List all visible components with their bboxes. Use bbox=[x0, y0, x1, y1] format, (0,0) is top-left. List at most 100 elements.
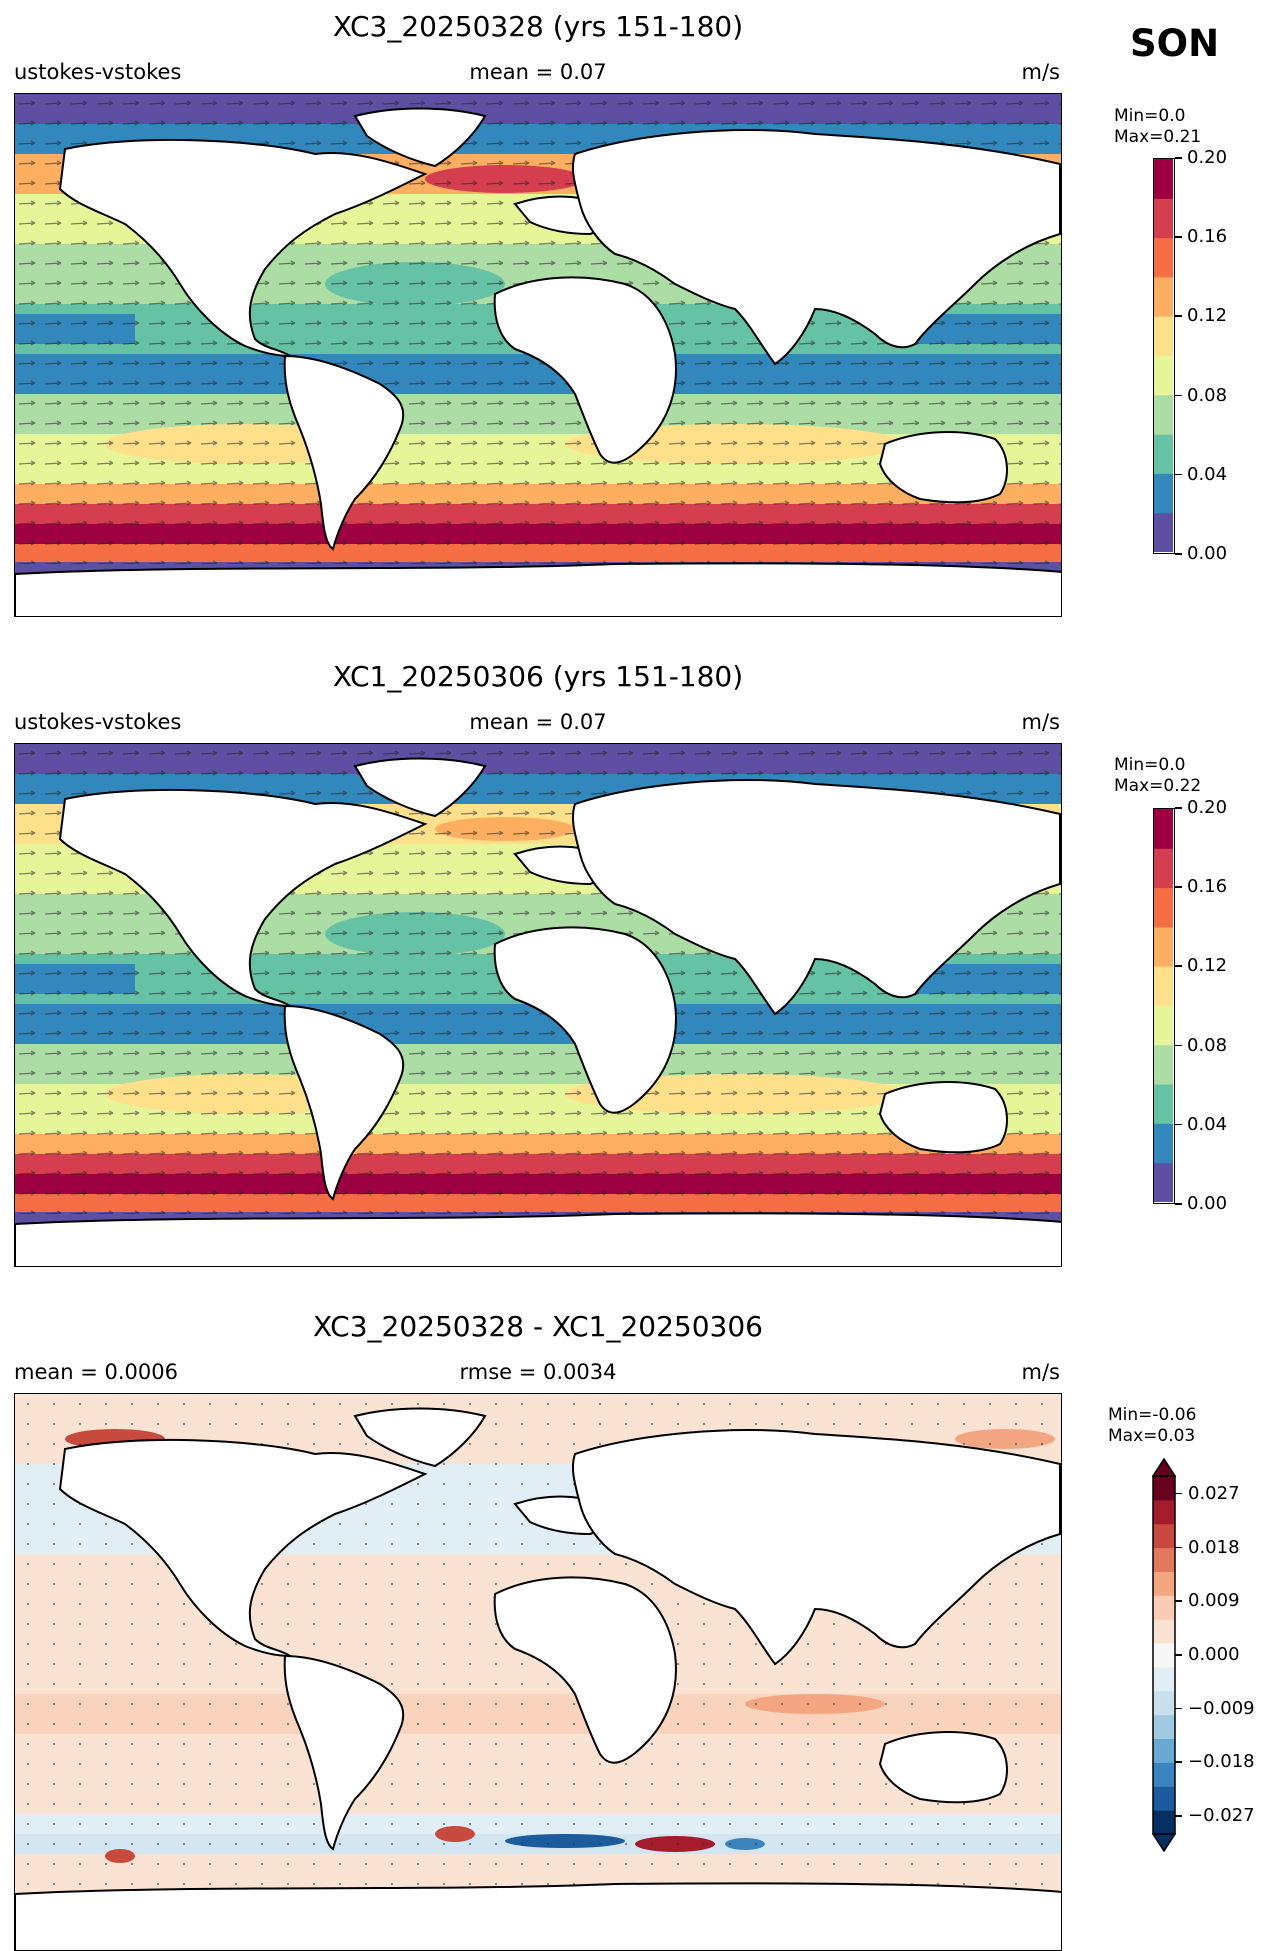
colorbar-tick-mark bbox=[1175, 1654, 1182, 1656]
colorbar-tick-label: −0.018 bbox=[1188, 1751, 1255, 1773]
colorbar-tick-mark bbox=[1175, 1203, 1182, 1205]
colorbar-tick-mark bbox=[1175, 1546, 1182, 1549]
panel-3-mean-label: mean = 0.0006 bbox=[14, 1360, 178, 1384]
panel-1-title: XC3_20250328 (yrs 151-180) bbox=[332, 10, 744, 43]
colorbar-swatch bbox=[1154, 926, 1173, 967]
colorbar-swatch bbox=[1154, 1044, 1173, 1085]
panel-1-units-label: m/s bbox=[1021, 60, 1060, 84]
panel-3-map bbox=[14, 1393, 1062, 1951]
colorbar-swatch bbox=[1153, 1476, 1175, 1501]
colorbar-swatch bbox=[1153, 1547, 1175, 1572]
colorbar-tick-label: 0.00 bbox=[1187, 1193, 1228, 1214]
colorbar-tick-mark bbox=[1175, 236, 1182, 238]
colorbar-swatch bbox=[1153, 1643, 1175, 1668]
colorbar-tick-label: 0.00 bbox=[1187, 543, 1228, 564]
colorbar-swatch bbox=[1154, 394, 1173, 435]
panel-1-colorbar-ticks: 0.00 0.04 0.08 0.12 0.16 0.20 bbox=[1175, 147, 1275, 564]
colorbar-swatch bbox=[1154, 159, 1173, 199]
colorbar-swatch bbox=[1154, 276, 1173, 317]
panel-3-colorbar bbox=[1151, 1457, 1177, 1853]
colorbar-swatch bbox=[1153, 1810, 1175, 1835]
colorbar-tick-label: 0.12 bbox=[1187, 955, 1228, 977]
season-label: SON bbox=[1130, 22, 1220, 65]
colorbar-swatch bbox=[1154, 1005, 1173, 1046]
panel-2-max-label: Max=0.22 bbox=[1114, 776, 1202, 796]
colorbar-swatch bbox=[1153, 1714, 1175, 1740]
colorbar-tick-label: 0.20 bbox=[1187, 797, 1228, 818]
panel-1-max-label: Max=0.21 bbox=[1114, 127, 1202, 147]
colorbar-tick-label: 0.000 bbox=[1188, 1644, 1240, 1665]
colorbar-tick-mark bbox=[1175, 807, 1182, 809]
panel-3-units-label: m/s bbox=[1021, 1360, 1060, 1384]
colorbar-tick-label: 0.08 bbox=[1187, 1034, 1228, 1056]
colorbar-swatch bbox=[1154, 1084, 1173, 1124]
colorbar-swatch bbox=[1154, 809, 1173, 849]
colorbar-swatch bbox=[1153, 1786, 1175, 1811]
colorbar-tick-mark bbox=[1175, 1761, 1182, 1763]
colorbar-swatch bbox=[1154, 198, 1173, 239]
colorbar-swatch bbox=[1153, 1762, 1175, 1787]
panel-1-mean-label: mean = 0.07 bbox=[469, 60, 607, 84]
colorbar-swatch bbox=[1153, 1690, 1175, 1716]
panel-1-min-label: Min=0.0 bbox=[1114, 106, 1186, 126]
colorbar-tick-label: 0.027 bbox=[1188, 1482, 1240, 1504]
panel-1-map bbox=[14, 93, 1062, 617]
panel-2-colorbar-swatches bbox=[1154, 809, 1173, 1202]
colorbar-tick-mark bbox=[1175, 1707, 1182, 1710]
colorbar-tick-label: 0.009 bbox=[1188, 1590, 1240, 1612]
panel-3-colorbar-swatches bbox=[1151, 1457, 1177, 1853]
panel-2-map-canvas bbox=[15, 744, 1061, 1266]
colorbar-swatch bbox=[1153, 1523, 1175, 1549]
colorbar-tick-label: 0.08 bbox=[1187, 384, 1228, 406]
colorbar-tick-mark bbox=[1175, 1044, 1182, 1047]
panel-2-units-label: m/s bbox=[1021, 710, 1060, 734]
panel-3-min-label: Min=-0.06 bbox=[1108, 1405, 1197, 1425]
colorbar-swatch bbox=[1154, 887, 1173, 928]
panel-1-colorbar bbox=[1153, 158, 1175, 554]
panel-2-map bbox=[14, 743, 1062, 1267]
colorbar-tick-label: 0.018 bbox=[1188, 1536, 1240, 1558]
colorbar-swatch bbox=[1154, 512, 1173, 552]
colorbar-swatch bbox=[1154, 237, 1173, 278]
colorbar-extend-high bbox=[1151, 1457, 1177, 1477]
panel-1-variable-label: ustokes-vstokes bbox=[14, 60, 182, 84]
colorbar-tick-mark bbox=[1175, 1492, 1182, 1495]
colorbar-tick-mark bbox=[1175, 553, 1182, 555]
colorbar-tick-mark bbox=[1175, 473, 1182, 476]
panel-2-title: XC1_20250306 (yrs 151-180) bbox=[332, 660, 744, 693]
colorbar-swatch bbox=[1153, 1619, 1175, 1644]
colorbar-swatch bbox=[1154, 316, 1173, 356]
colorbar-tick-mark bbox=[1175, 315, 1182, 317]
panel-2-variable-label: ustokes-vstokes bbox=[14, 710, 182, 734]
colorbar-swatch bbox=[1154, 473, 1173, 514]
colorbar-swatch bbox=[1154, 1162, 1173, 1202]
colorbar-tick-label: 0.04 bbox=[1187, 1113, 1228, 1135]
colorbar-tick-mark bbox=[1175, 157, 1182, 159]
colorbar-swatch bbox=[1153, 1595, 1175, 1620]
colorbar-swatch bbox=[1154, 355, 1173, 396]
panel-1-map-canvas bbox=[15, 94, 1061, 616]
colorbar-tick-label: 0.04 bbox=[1187, 463, 1228, 485]
colorbar-tick-mark bbox=[1175, 1123, 1182, 1126]
colorbar-tick-mark bbox=[1175, 965, 1182, 967]
colorbar-tick-mark bbox=[1175, 394, 1182, 397]
colorbar-swatch bbox=[1154, 1123, 1173, 1164]
colorbar-tick-label: 0.20 bbox=[1187, 147, 1228, 168]
panel-3-rmse-label: rmse = 0.0034 bbox=[459, 1360, 617, 1384]
colorbar-swatch bbox=[1154, 848, 1173, 889]
panel-2-colorbar bbox=[1153, 808, 1175, 1204]
colorbar-swatch bbox=[1153, 1738, 1175, 1763]
colorbar-tick-mark bbox=[1175, 1600, 1182, 1602]
colorbar-tick-label: 0.16 bbox=[1187, 226, 1228, 248]
colorbar-swatch bbox=[1154, 966, 1173, 1006]
colorbar-swatch bbox=[1153, 1666, 1175, 1692]
panel-3-map-canvas bbox=[15, 1394, 1061, 1950]
panel-1-colorbar-swatches bbox=[1154, 159, 1173, 552]
colorbar-swatch bbox=[1154, 434, 1173, 474]
panel-2-colorbar-ticks: 0.00 0.04 0.08 0.12 0.16 0.20 bbox=[1175, 797, 1275, 1214]
panel-3-title: XC3_20250328 - XC1_20250306 bbox=[313, 1310, 763, 1343]
colorbar-tick-mark bbox=[1175, 886, 1182, 888]
panel-2-mean-label: mean = 0.07 bbox=[469, 710, 607, 734]
colorbar-tick-label: −0.009 bbox=[1188, 1697, 1255, 1719]
colorbar-tick-label: 0.12 bbox=[1187, 305, 1228, 327]
